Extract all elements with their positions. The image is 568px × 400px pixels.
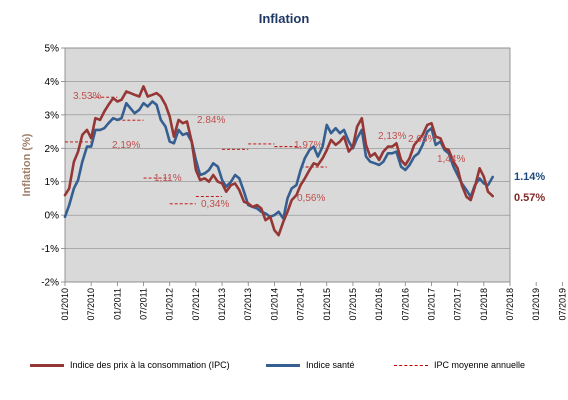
x-tick-label: 01/2018 — [479, 288, 489, 321]
y-tick-label: 3% — [45, 110, 60, 121]
annual-average-label: 1,11% — [154, 173, 182, 184]
legend-item-average: IPC moyenne annuelle — [394, 355, 525, 375]
series-line — [63, 85, 494, 237]
annual-average-label: 3.53% — [73, 91, 101, 102]
y-tick-label: 1% — [45, 177, 60, 188]
x-tick-label: 01/2016 — [374, 288, 384, 321]
plot-area — [64, 47, 511, 283]
annual-average-label: 0,56% — [297, 193, 325, 204]
y-tick-label: 0% — [45, 211, 60, 222]
x-tick-label: 01/2014 — [269, 288, 279, 321]
x-tick-label: 07/2019 — [557, 288, 567, 321]
annual-average-label: 2.84% — [197, 115, 225, 126]
legend-label-sante: Indice santé — [306, 360, 355, 370]
x-tick-label: 01/2017 — [426, 288, 436, 321]
x-tick-label: 01/2010 — [60, 288, 70, 321]
x-tick-label: 01/2019 — [531, 288, 541, 321]
annual-average-label: 1,97% — [294, 140, 322, 151]
series-end-label: 1.14% — [514, 171, 545, 183]
x-tick-label: 07/2015 — [348, 288, 358, 321]
x-tick-label: 01/2012 — [165, 288, 175, 321]
y-tick-label: 5% — [45, 44, 60, 55]
legend-label-average: IPC moyenne annuelle — [434, 360, 526, 370]
annual-average-label: 2,13% — [378, 131, 406, 142]
y-tick-label: 2% — [45, 144, 60, 155]
chart-title: Inflation — [258, 11, 310, 26]
y-axis-title: Inflation (%) — [21, 133, 33, 196]
x-tick-label: 07/2013 — [243, 288, 253, 321]
legend-swatch-ipc — [30, 363, 64, 367]
legend-label-ipc: Indice des prix à la consommation (IPC) — [70, 360, 230, 370]
series-line — [63, 100, 494, 220]
x-tick-label: 01/2015 — [322, 288, 332, 321]
x-tick-label: 01/2011 — [112, 288, 122, 320]
x-tick-label: 07/2018 — [505, 288, 515, 321]
x-tick-label: 07/2017 — [453, 288, 463, 321]
legend-item-ipc: Indice des prix à la consommation (IPC) — [30, 355, 230, 375]
annual-average-label: 1,44% — [437, 154, 465, 165]
annual-average-label: 0,34% — [201, 199, 229, 210]
x-tick-label: 07/2014 — [296, 288, 306, 321]
y-tick-label: -2% — [41, 278, 59, 289]
legend-item-sante: Indice santé — [266, 355, 355, 375]
x-tick-label: 07/2012 — [191, 288, 201, 321]
x-tick-label: 07/2011 — [139, 288, 149, 320]
legend-swatch-average — [394, 364, 428, 366]
annual-average-label: 2,05% — [408, 134, 436, 145]
x-tick-label: 07/2010 — [86, 288, 96, 321]
annual-average-label: 2,19% — [112, 140, 140, 151]
x-tick-label: 07/2016 — [400, 288, 410, 321]
series-end-label: 0.57% — [514, 192, 545, 204]
legend-swatch-sante — [266, 363, 300, 367]
chart-legend: Indice des prix à la consommation (IPC) … — [0, 355, 568, 375]
x-tick-label: 01/2013 — [217, 288, 227, 321]
y-tick-label: -1% — [41, 244, 59, 255]
y-tick-label: 4% — [45, 77, 60, 88]
